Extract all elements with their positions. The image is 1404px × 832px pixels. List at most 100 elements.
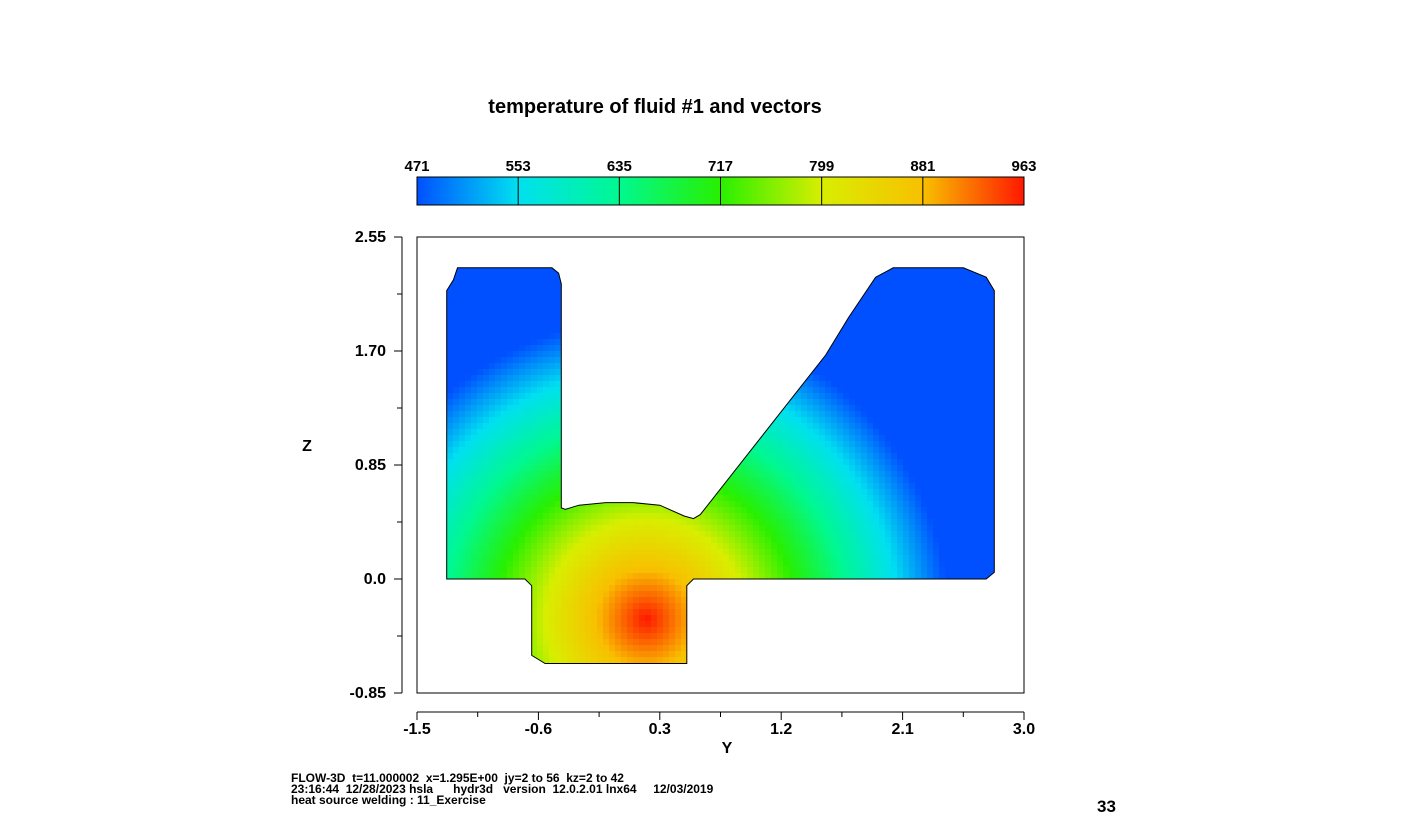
field-cell <box>663 579 670 586</box>
field-cell <box>705 663 712 664</box>
field-cell <box>495 441 502 448</box>
field-cell <box>723 615 730 622</box>
field-cell <box>741 327 748 334</box>
field-cell <box>681 471 688 478</box>
field-cell <box>531 489 538 496</box>
field-cell <box>663 471 670 478</box>
field-cell <box>777 621 784 628</box>
field-cell <box>465 621 472 628</box>
field-cell <box>621 363 628 370</box>
field-cell <box>801 573 808 580</box>
field-cell <box>693 609 700 616</box>
field-cell <box>495 375 502 382</box>
field-cell <box>675 555 682 562</box>
field-cell <box>651 513 658 520</box>
field-cell <box>585 381 592 388</box>
field-cell <box>747 639 754 646</box>
field-cell <box>501 489 508 496</box>
field-cell <box>471 261 478 268</box>
field-cell <box>753 321 760 328</box>
field-cell <box>543 657 550 664</box>
field-cell <box>663 411 670 418</box>
field-cell <box>435 507 442 514</box>
field-cell <box>711 531 718 538</box>
field-cell <box>795 375 802 382</box>
field-cell <box>531 555 538 562</box>
field-cell <box>531 453 538 460</box>
field-cell <box>573 615 580 622</box>
field-cell <box>525 387 532 394</box>
field-cell <box>609 387 616 394</box>
field-cell <box>705 321 712 328</box>
field-cell <box>627 627 634 634</box>
field-cell <box>795 663 802 664</box>
field-cell <box>741 315 748 322</box>
field-cell <box>723 657 730 664</box>
field-cell <box>639 669 646 676</box>
field-cell <box>783 675 790 682</box>
field-cell <box>567 579 574 586</box>
field-cell <box>663 573 670 580</box>
field-cell <box>675 531 682 538</box>
field-cell <box>483 453 490 460</box>
field-cell <box>471 357 478 364</box>
field-cell <box>453 249 460 256</box>
field-cell <box>585 429 592 436</box>
field-cell <box>615 315 622 322</box>
field-cell <box>753 621 760 628</box>
field-cell <box>771 615 778 622</box>
field-cell <box>519 351 526 358</box>
field-cell <box>591 633 598 640</box>
field-cell <box>459 681 466 688</box>
field-cell <box>753 627 760 634</box>
field-cell <box>729 417 736 424</box>
field-cell <box>753 513 760 520</box>
field-cell <box>579 639 586 646</box>
field-cell <box>669 453 676 460</box>
field-cell <box>585 423 592 430</box>
field-cell <box>549 369 556 376</box>
field-cell <box>501 285 508 292</box>
field-cell <box>501 315 508 322</box>
field-cell <box>627 375 634 382</box>
field-cell <box>597 297 604 304</box>
field-cell <box>687 633 694 640</box>
field-cell <box>789 333 796 340</box>
field-cell <box>591 453 598 460</box>
field-cell <box>459 423 466 430</box>
field-cell <box>615 531 622 538</box>
field-cell <box>699 357 706 364</box>
field-cell <box>465 297 472 304</box>
field-cell <box>729 525 736 532</box>
field-cell <box>747 441 754 448</box>
field-cell <box>447 237 454 244</box>
field-cell <box>633 405 640 412</box>
field-cell <box>483 585 490 592</box>
field-cell <box>729 279 736 286</box>
field-cell <box>495 621 502 628</box>
field-cell <box>573 261 580 268</box>
field-cell <box>777 609 784 616</box>
field-cell <box>477 369 484 376</box>
field-cell <box>561 645 568 652</box>
field-cell <box>747 579 754 586</box>
field-cell <box>579 249 586 256</box>
field-cell <box>531 579 538 586</box>
field-cell <box>507 537 514 544</box>
field-cell <box>675 363 682 370</box>
field-cell <box>669 669 676 676</box>
field-cell <box>663 381 670 388</box>
field-cell <box>639 417 646 424</box>
field-cell <box>657 573 664 580</box>
field-cell <box>783 327 790 334</box>
field-cell <box>795 405 802 412</box>
field-cell <box>627 243 634 250</box>
field-cell <box>531 651 538 658</box>
field-cell <box>807 291 814 298</box>
field-cell <box>489 363 496 370</box>
field-cell <box>447 459 454 466</box>
field-cell <box>747 657 754 664</box>
field-cell <box>519 243 526 250</box>
field-cell <box>519 285 526 292</box>
field-cell <box>633 477 640 484</box>
